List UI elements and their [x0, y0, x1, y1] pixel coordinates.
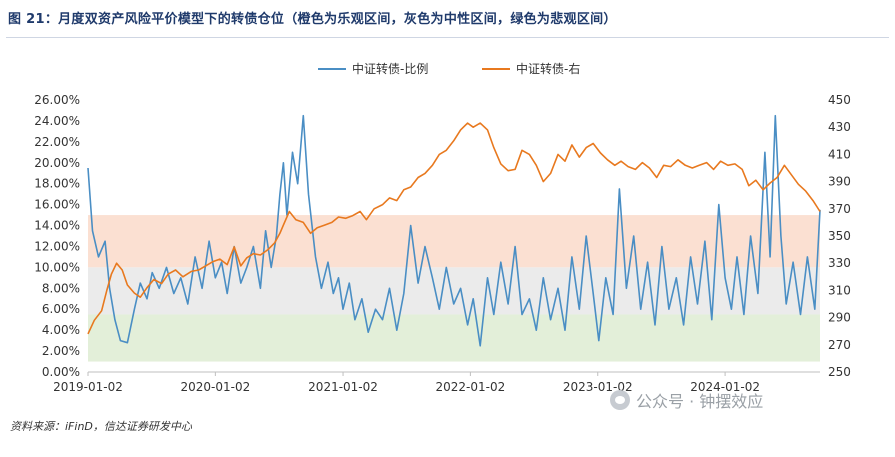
y-right-tick-label: 330	[828, 256, 851, 270]
watermark: 公众号 · 钟摆效应	[610, 388, 763, 412]
series-line-right	[87, 122, 821, 335]
x-tick-label: 2021-01-02	[308, 380, 378, 394]
title-divider	[6, 37, 889, 38]
y-left-tick-label: 14.00%	[34, 219, 80, 233]
y-left-tick-label: 24.00%	[34, 114, 80, 128]
legend-label-right: 中证转债-右	[516, 62, 581, 76]
y-left-tick-label: 4.00%	[42, 323, 80, 337]
legend-item-right: 中证转债-右	[482, 60, 580, 77]
y-right-tick-label: 310	[828, 283, 851, 297]
wechat-icon	[610, 390, 630, 410]
y-right-tick-label: 250	[828, 365, 851, 379]
y-left-tick-label: 6.00%	[42, 302, 80, 316]
y-left-tick-label: 22.00%	[34, 135, 80, 149]
y-left-tick-label: 2.00%	[42, 344, 80, 358]
y-right-tick-label: 410	[828, 147, 851, 161]
y-left-tick-label: 0.00%	[42, 365, 80, 379]
x-tick-label: 2020-01-02	[180, 380, 250, 394]
y-left-tick-label: 8.00%	[42, 281, 80, 295]
x-tick-label: 2024-01-02	[690, 380, 760, 394]
legend-label-ratio: 中证转债-比例	[352, 62, 429, 76]
x-tick-label: 2019-01-02	[53, 380, 123, 394]
y-right-tick-label: 290	[828, 311, 851, 325]
legend-swatch-ratio	[318, 67, 346, 70]
y-left-tick-label: 20.00%	[34, 156, 80, 170]
y-right-tick-label: 270	[828, 338, 851, 352]
y-left-tick-label: 10.00%	[34, 260, 80, 274]
y-right-tick-label: 430	[828, 120, 851, 134]
y-right-tick-label: 370	[828, 202, 851, 216]
legend-item-ratio: 中证转债-比例	[318, 60, 428, 77]
source-note: 资料来源：iFinD，信达证券研发中心	[10, 420, 192, 433]
band-2	[88, 314, 820, 362]
y-right-tick-label: 390	[828, 175, 851, 189]
series-line-ratio	[87, 114, 821, 347]
y-left-tick-label: 26.00%	[34, 93, 80, 107]
y-left-tick-label: 16.00%	[34, 198, 80, 212]
y-left-tick-label: 18.00%	[34, 177, 80, 191]
chart-title: 图 21：月度双资产风险平价模型下的转债仓位（橙色为乐观区间，灰色为中性区间，绿…	[8, 12, 617, 27]
legend-swatch-right	[482, 67, 510, 70]
y-right-tick-label: 450	[828, 93, 851, 107]
x-tick-label: 2022-01-02	[436, 380, 506, 394]
watermark-text: 公众号 · 钟摆效应	[636, 392, 764, 411]
band-1	[88, 267, 820, 315]
band-0	[88, 215, 820, 268]
y-left-tick-label: 12.00%	[34, 239, 80, 253]
y-right-tick-label: 350	[828, 229, 851, 243]
chart-legend: 中证转债-比例 中证转债-右	[0, 60, 895, 80]
